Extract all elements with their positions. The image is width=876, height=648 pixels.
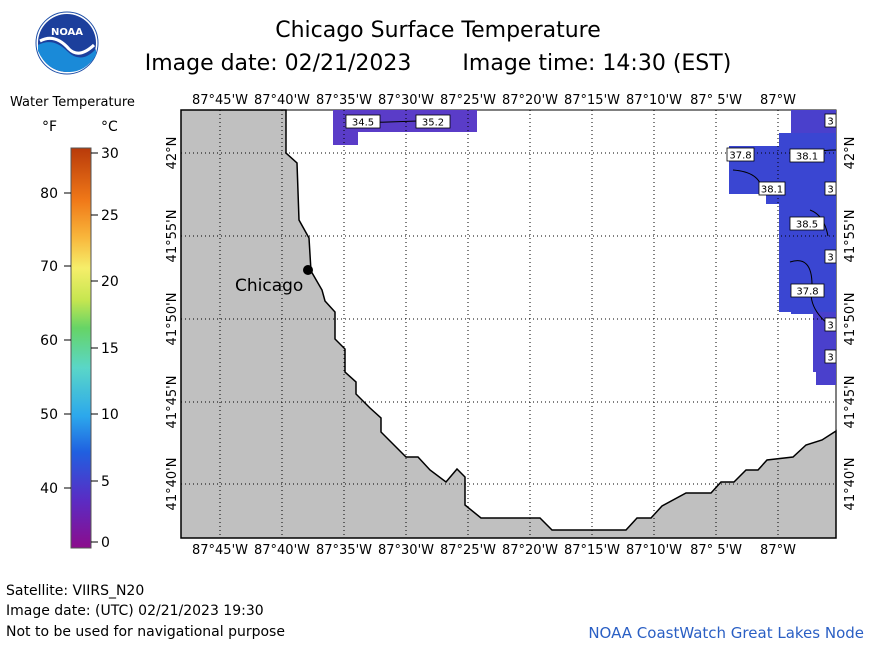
lon-label-bottom: 87°45'W <box>192 543 248 558</box>
temperature-value: 37.8 <box>729 151 751 162</box>
image-date: Image date: 02/21/2023 <box>144 51 412 76</box>
disclaimer: Not to be used for navigational purpose <box>6 624 285 640</box>
lon-label-bottom: 87°30'W <box>378 543 434 558</box>
lon-label-top: 87°30'W <box>378 93 434 108</box>
legend-f-tick: 40 <box>40 481 58 497</box>
legend-c-tick: 5 <box>101 474 110 490</box>
legend-c-tick: 20 <box>101 274 119 290</box>
temperature-value: 3 <box>827 185 833 196</box>
legend-title: Water Temperature <box>10 95 135 110</box>
lon-label-top: 87°35'W <box>316 93 372 108</box>
satellite-info: Satellite: VIIRS_N20 <box>6 583 145 599</box>
lon-label-top: 87° 5'W <box>690 93 742 108</box>
temperature-value: 34.5 <box>352 118 374 129</box>
lon-label-top: 87°W <box>760 93 796 108</box>
temperature-value: 38.1 <box>796 152 818 163</box>
image-time: Image time: 14:30 (EST) <box>462 51 732 76</box>
lat-label-left: 41°50'N <box>165 293 180 346</box>
lon-label-bottom: 87°25'W <box>440 543 496 558</box>
lat-label-right: 41°40'N <box>843 458 858 511</box>
map-title: Chicago Surface Temperature <box>275 18 601 43</box>
lon-label-bottom: 87°10'W <box>626 543 682 558</box>
temperature-value: 37.8 <box>796 287 818 298</box>
legend-f-tick: 50 <box>40 407 58 423</box>
lon-label-top: 87°45'W <box>192 93 248 108</box>
legend-c-tick: 0 <box>101 535 110 551</box>
legend-c-tick: 10 <box>101 407 119 423</box>
lon-label-top: 87°40'W <box>254 93 310 108</box>
lon-label-bottom: 87°W <box>760 543 796 558</box>
credit-link[interactable]: NOAA CoastWatch Great Lakes Node <box>588 624 864 642</box>
legend-c-tick: 15 <box>101 341 119 357</box>
lon-label-top: 87°10'W <box>626 93 682 108</box>
lat-label-right: 42°N <box>843 137 858 170</box>
image-datetime: Image date: 02/21/2023 Image time: 14:30… <box>0 51 876 76</box>
temperature-value: 3 <box>827 253 833 264</box>
legend-unit-c: °C <box>101 119 118 135</box>
utc-date: Image date: (UTC) 02/21/2023 19:30 <box>6 603 264 619</box>
lon-label-top: 87°25'W <box>440 93 496 108</box>
chicago-marker <box>303 265 313 275</box>
legend-f-tick: 80 <box>40 186 58 202</box>
lon-label-top: 87°20'W <box>502 93 558 108</box>
lon-label-bottom: 87°15'W <box>564 543 620 558</box>
lat-lon-grid <box>181 110 836 538</box>
chicago-label: Chicago <box>235 276 303 296</box>
lat-label-right: 41°55'N <box>843 210 858 263</box>
temperature-value: 3 <box>827 353 833 364</box>
temperature-value: 38.5 <box>796 220 818 231</box>
legend-unit-f: °F <box>42 119 58 135</box>
land-area <box>180 109 837 539</box>
lat-label-right: 41°50'N <box>843 293 858 346</box>
temperature-value: 3 <box>827 117 833 128</box>
lat-label-left: 41°55'N <box>165 210 180 263</box>
legend-f-tick: 70 <box>40 259 58 275</box>
legend-c-tick: 30 <box>101 146 119 162</box>
lon-label-bottom: 87°40'W <box>254 543 310 558</box>
legend-c-tick: 25 <box>101 208 119 224</box>
lon-label-bottom: 87°35'W <box>316 543 372 558</box>
temperature-value: 3 <box>827 321 833 332</box>
lon-label-bottom: 87°20'W <box>502 543 558 558</box>
noaa-logo-icon: NOAA <box>35 11 99 75</box>
lat-label-left: 42°N <box>165 137 180 170</box>
lat-label-left: 41°40'N <box>165 458 180 511</box>
svg-text:NOAA: NOAA <box>51 27 83 38</box>
lat-label-right: 41°45'N <box>843 376 858 429</box>
temperature-value: 38.1 <box>761 185 783 196</box>
temperature-labels: 34.5 35.2 37.8 38.1 38.1 38.5 37.8 3 3 3 3 3 <box>345 113 837 364</box>
lat-label-left: 41°45'N <box>165 376 180 429</box>
temperature-value: 35.2 <box>422 118 444 129</box>
legend-f-tick: 60 <box>40 333 58 349</box>
lon-label-top: 87°15'W <box>564 93 620 108</box>
lon-label-bottom: 87° 5'W <box>690 543 742 558</box>
